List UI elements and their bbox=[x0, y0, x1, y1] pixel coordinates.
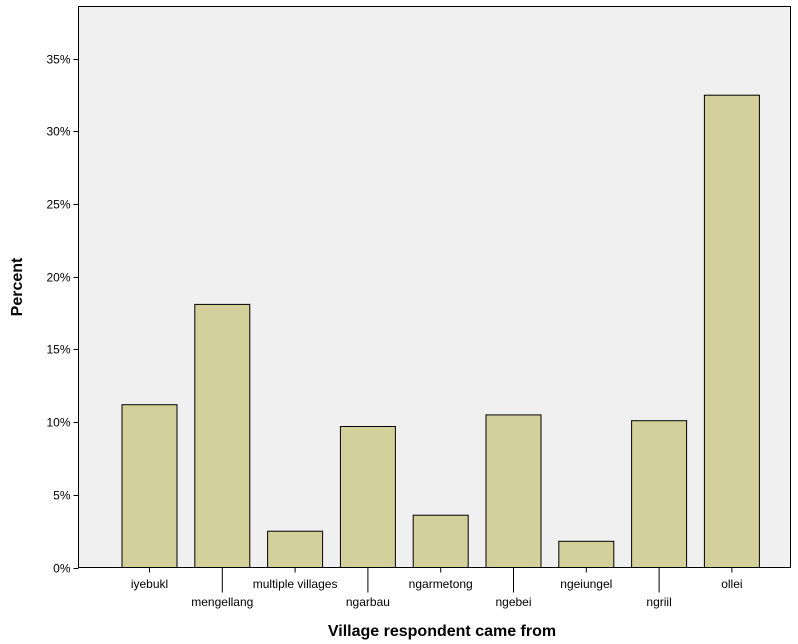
y-axis: 0% 5% 10% 15% 20% 25% 30% 35% bbox=[46, 53, 79, 576]
x-tick-label: ngebei bbox=[495, 595, 531, 609]
y-tick-label: 30% bbox=[46, 125, 70, 139]
bar bbox=[339, 426, 396, 568]
y-tick-label: 20% bbox=[46, 271, 70, 285]
y-tick-label: 0% bbox=[53, 562, 71, 576]
x-tick-label: ollei bbox=[721, 577, 742, 591]
bar bbox=[703, 94, 760, 568]
y-tick-label: 15% bbox=[46, 343, 70, 357]
y-tick-label: 5% bbox=[53, 489, 71, 503]
bar bbox=[485, 414, 542, 568]
x-tick-label: ngeiungel bbox=[560, 577, 612, 591]
x-tick-label: iyebukl bbox=[131, 577, 168, 591]
x-axis-title: Village respondent came from bbox=[328, 623, 556, 640]
bar bbox=[267, 530, 324, 569]
bar bbox=[194, 303, 251, 568]
bars-group bbox=[121, 94, 760, 569]
x-tick-label: multiple villages bbox=[253, 577, 338, 591]
x-tick-label: mengellang bbox=[191, 595, 253, 609]
x-tick-label: ngarmetong bbox=[409, 577, 473, 591]
bar bbox=[558, 540, 615, 568]
y-tick-label: 10% bbox=[46, 416, 70, 430]
y-tick-label: 35% bbox=[46, 53, 70, 67]
x-tick-label: ngarbau bbox=[346, 595, 390, 609]
x-tick-label: ngriil bbox=[646, 595, 671, 609]
bar bbox=[631, 420, 688, 569]
y-tick-label: 25% bbox=[46, 198, 70, 212]
bar bbox=[412, 514, 469, 569]
bar bbox=[121, 404, 178, 569]
y-axis-title: Percent bbox=[9, 257, 26, 316]
